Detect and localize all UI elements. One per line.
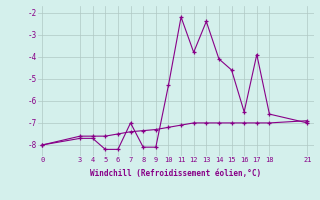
X-axis label: Windchill (Refroidissement éolien,°C): Windchill (Refroidissement éolien,°C): [91, 169, 261, 178]
